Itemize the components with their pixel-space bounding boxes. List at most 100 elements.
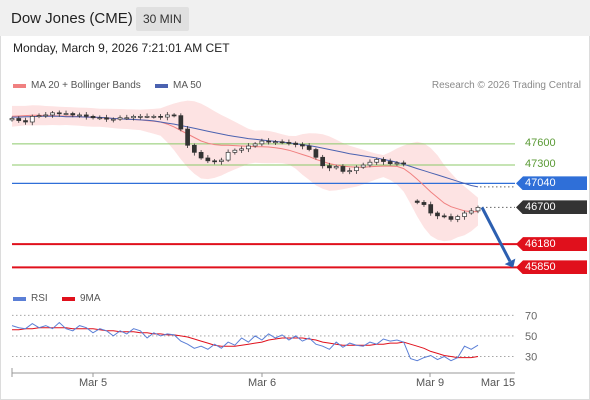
candle (273, 141, 278, 144)
candle (347, 170, 353, 173)
candle (300, 144, 305, 147)
legend-ma50-label: MA 50 (173, 80, 202, 91)
candle (401, 162, 407, 165)
candle (286, 142, 292, 144)
candle (144, 115, 150, 118)
candle (110, 118, 116, 121)
legend-rsi: RSI (13, 293, 48, 304)
candle (131, 115, 136, 119)
candle (151, 115, 157, 118)
candle (56, 112, 62, 115)
candle (185, 128, 190, 146)
candle (9, 118, 15, 121)
candle (63, 113, 69, 115)
legend-ma20: MA 20 + Bollinger Bands (13, 80, 141, 91)
candle (124, 117, 130, 120)
candle (212, 160, 217, 163)
level-tag-45850: 45850 (516, 260, 587, 275)
candle (455, 216, 461, 220)
candle (421, 202, 427, 205)
interval-selector[interactable]: 30 MIN (136, 7, 189, 31)
candle (367, 161, 373, 166)
level-label-47300: 47300 (525, 158, 556, 171)
rsi-tick-50: 50 (525, 331, 537, 343)
candle (313, 149, 319, 158)
legend-9ma-label: 9MA (80, 293, 101, 304)
candle (90, 115, 96, 119)
candle (381, 159, 386, 162)
candle (205, 157, 211, 162)
candle (394, 162, 400, 165)
forecast-arrowhead (504, 258, 516, 268)
bollinger-band (12, 100, 478, 242)
timestamp: Monday, March 9, 2026 7:21:01 AM CET (13, 41, 230, 55)
candle (435, 212, 440, 217)
candle (16, 118, 22, 121)
candle (252, 143, 258, 147)
candles (9, 110, 481, 223)
header-bar: Dow Jones (CME) 30 MIN (0, 0, 590, 36)
candle (468, 210, 474, 214)
forecast-arrow (480, 206, 512, 263)
rsi-tick-70: 70 (525, 310, 537, 322)
candle (164, 114, 170, 118)
candle (374, 159, 380, 163)
candle (340, 166, 346, 172)
candle (191, 144, 197, 153)
candle (354, 166, 359, 172)
candle (259, 140, 265, 145)
candle (293, 142, 299, 145)
legend-ma50: MA 50 (155, 80, 201, 91)
x-tick-label: Mar 6 (248, 377, 276, 389)
candle (232, 149, 238, 153)
candle (246, 145, 251, 150)
candle (97, 117, 103, 120)
candle (219, 159, 224, 162)
candle (414, 200, 420, 203)
candle (117, 117, 123, 120)
rsi-swatch (13, 296, 26, 301)
rsi-line (11, 321, 479, 362)
candle (239, 148, 244, 151)
legend-ma20-label: MA 20 + Bollinger Bands (31, 80, 141, 91)
candle (306, 145, 312, 150)
candle (29, 115, 35, 123)
level-tag-46180: 46180 (516, 237, 587, 252)
candle (462, 212, 467, 217)
candle (327, 165, 332, 169)
candle (23, 120, 28, 123)
rsi-tick-30: 30 (525, 352, 537, 364)
candle (225, 151, 231, 161)
legend-rsi-label: RSI (31, 293, 48, 304)
ma50-swatch (155, 83, 168, 88)
candle (36, 115, 42, 117)
rsi-ma-swatch (62, 296, 75, 301)
candle (50, 112, 55, 116)
candle (279, 141, 285, 144)
candle (387, 161, 393, 164)
candle (360, 164, 366, 168)
level-tag-47040: 47040 (516, 176, 587, 191)
candle (475, 207, 481, 212)
candle (83, 114, 89, 117)
x-tick-label: Mar 5 (79, 377, 107, 389)
rsi-ma-line (12, 327, 479, 359)
level-label-47600: 47600 (525, 136, 556, 149)
candle (178, 115, 184, 130)
candle (320, 156, 326, 167)
x-tick-label: Mar 9 (416, 377, 444, 389)
candle (333, 166, 339, 169)
candle (137, 115, 143, 118)
candle (448, 216, 454, 220)
candle (43, 114, 49, 117)
level-tag-46700: 46700 (516, 200, 587, 215)
candle (441, 215, 447, 218)
candle (428, 204, 434, 214)
ma50-line (12, 115, 479, 188)
candle (266, 140, 271, 143)
candle (77, 114, 82, 117)
copyright-text: Research © 2026 Trading Central (431, 80, 581, 91)
candle (158, 115, 163, 118)
candle (104, 117, 109, 120)
